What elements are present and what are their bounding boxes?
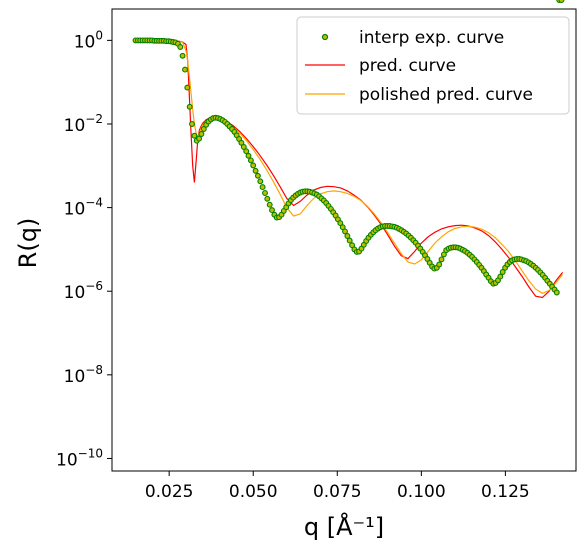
data-point-interp-exp-curve (184, 84, 191, 91)
legend-marker-interp-exp-curve (321, 33, 329, 41)
data-point-interp-exp-curve (499, 269, 506, 275)
data-point-interp-exp-curve (266, 201, 273, 208)
data-point-interp-exp-curve (259, 184, 266, 191)
data-point-interp-exp-curve (186, 103, 193, 110)
y-axis-label: R(q) (14, 218, 42, 269)
data-point-interp-exp-curve (198, 131, 205, 137)
data-point-interp-exp-curve (243, 148, 250, 155)
data-point-interp-exp-curve (179, 52, 186, 59)
x-tick-label: 0.100 (397, 482, 446, 502)
legend: interp exp. curve pred. curve polished p… (296, 16, 570, 115)
data-point-interp-exp-curve (553, 289, 560, 296)
series-line-polished-pred-curve (135, 39, 564, 294)
y-tick-label: 100 (74, 28, 103, 52)
data-point-interp-exp-curve (177, 44, 184, 50)
plot-frame (111, 8, 577, 472)
data-point-interp-exp-curve (558, 0, 565, 3)
legend-label-pred-curve: pred. curve (359, 56, 456, 76)
data-point-interp-exp-curve (238, 139, 245, 146)
x-tick-label: 0.125 (481, 482, 530, 502)
x-axis-label: q [Å⁻¹] (304, 512, 384, 541)
series-line-pred-curve (135, 39, 564, 299)
data-point-interp-exp-curve (182, 66, 188, 73)
y-axis: 100 10−2 10−4 10−6 10−8 10−10 (56, 28, 112, 470)
data-point-interp-exp-curve (240, 144, 247, 150)
data-point-interp-exp-curve (196, 135, 203, 142)
data-point-interp-exp-curve (257, 178, 264, 185)
legend-label-polished-pred-curve: polished pred. curve (359, 85, 533, 105)
x-tick-label: 0.025 (145, 482, 194, 502)
data-point-interp-exp-curve (344, 233, 351, 239)
data-point-interp-exp-curve (342, 228, 348, 235)
data-point-interp-exp-curve (436, 261, 443, 268)
data-point-interp-exp-curve (262, 190, 268, 196)
data-point-interp-exp-curve (346, 237, 353, 244)
data-point-interp-exp-curve (250, 162, 257, 169)
data-point-interp-exp-curve (245, 152, 252, 159)
data-point-interp-exp-curve (269, 207, 275, 214)
data-point-interp-exp-curve (497, 273, 504, 280)
legend-box (296, 16, 570, 115)
x-tick-label: 0.050 (229, 482, 278, 502)
data-point-interp-exp-curve (247, 157, 254, 164)
x-tick-label: 0.075 (313, 482, 362, 502)
y-tick-label: 10−8 (64, 363, 103, 387)
y-tick-label: 10−6 (64, 279, 103, 303)
data-point-interp-exp-curve (191, 132, 198, 139)
data-point-interp-exp-curve (438, 256, 445, 263)
y-tick-label: 10−2 (64, 112, 103, 136)
y-tick-label: 10−4 (64, 196, 103, 220)
data-point-interp-exp-curve (264, 195, 271, 202)
data-point-interp-exp-curve (189, 121, 195, 127)
y-tick-label: 10−10 (56, 446, 103, 470)
x-axis: 0.025 0.050 0.075 0.100 0.125 (145, 471, 530, 502)
legend-label-interp-exp-curve: interp exp. curve (359, 28, 504, 48)
series-layer (132, 0, 565, 299)
data-point-interp-exp-curve (252, 167, 259, 174)
data-point-interp-exp-curve (254, 172, 261, 179)
